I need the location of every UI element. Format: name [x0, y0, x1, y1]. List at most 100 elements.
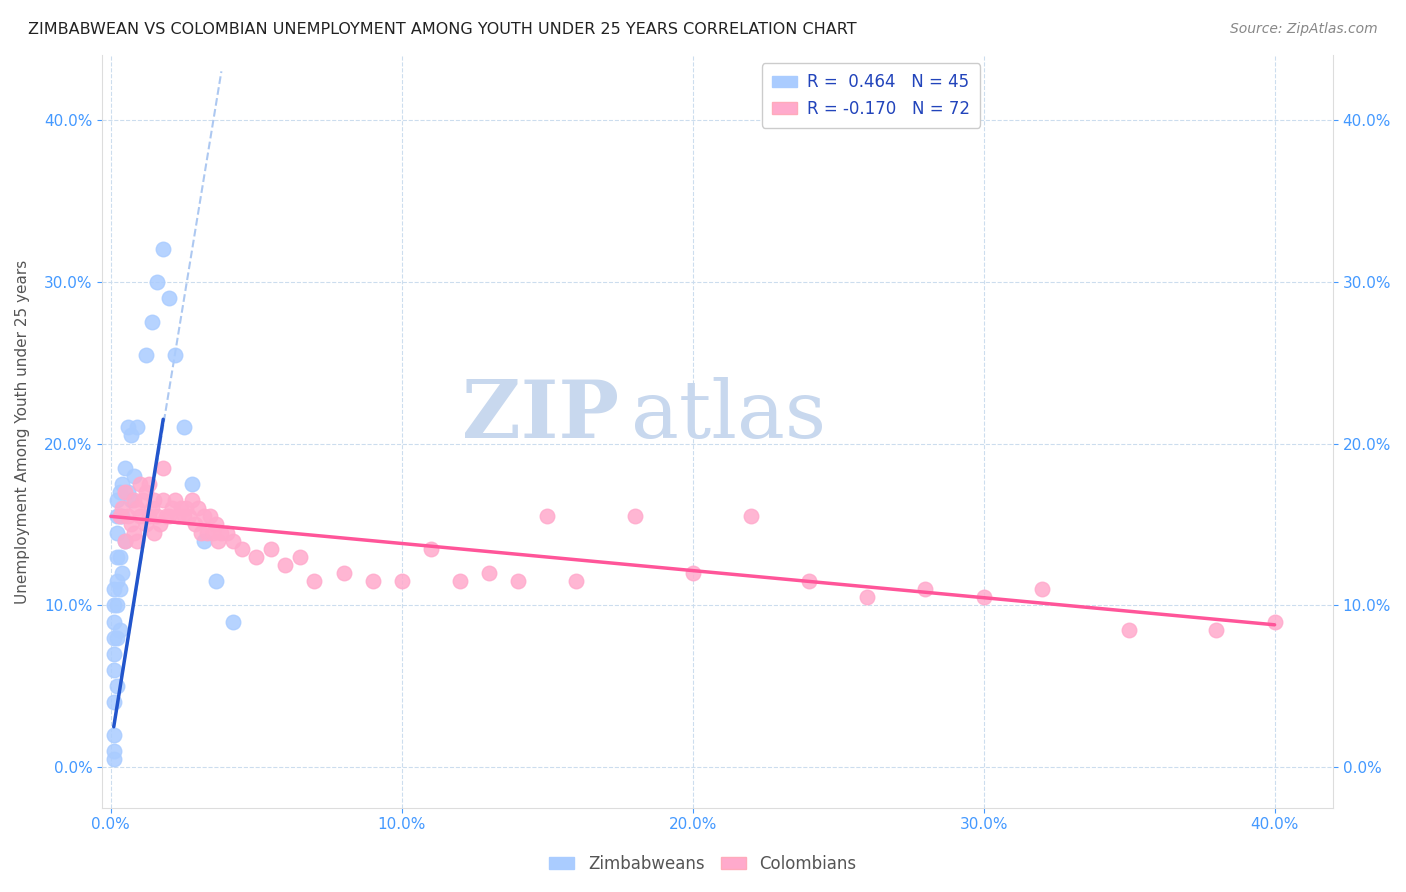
Point	[222, 615, 245, 629]
Legend: R =  0.464   N = 45, R = -0.170   N = 72: R = 0.464 N = 45, R = -0.170 N = 72	[762, 63, 980, 128]
Point	[304, 574, 326, 588]
Text: Source: ZipAtlas.com: Source: ZipAtlas.com	[1230, 22, 1378, 37]
Point	[103, 663, 125, 677]
Point	[105, 631, 128, 645]
Point	[181, 493, 204, 508]
Point	[245, 549, 267, 564]
Text: ZIP: ZIP	[463, 377, 619, 455]
Point	[108, 549, 131, 564]
Point	[740, 509, 762, 524]
Point	[103, 631, 125, 645]
Point	[103, 752, 125, 766]
Point	[231, 541, 253, 556]
Point	[478, 566, 501, 580]
Point	[155, 509, 177, 524]
Point	[108, 623, 131, 637]
Point	[108, 582, 131, 597]
Point	[1031, 582, 1053, 597]
Point	[146, 275, 169, 289]
Point	[125, 501, 148, 516]
Point	[103, 615, 125, 629]
Point	[204, 517, 226, 532]
Point	[204, 574, 226, 588]
Point	[973, 591, 995, 605]
Point	[120, 493, 142, 508]
Point	[103, 744, 125, 758]
Point	[209, 525, 232, 540]
Point	[163, 493, 186, 508]
Point	[1205, 623, 1227, 637]
Point	[361, 574, 384, 588]
Point	[129, 477, 152, 491]
Point	[141, 501, 163, 516]
Text: atlas: atlas	[631, 377, 827, 455]
Point	[105, 599, 128, 613]
Point	[222, 533, 245, 548]
Point	[179, 509, 201, 524]
Point	[169, 501, 191, 516]
Point	[103, 728, 125, 742]
Point	[187, 501, 209, 516]
Point	[108, 509, 131, 524]
Point	[508, 574, 530, 588]
Point	[143, 525, 166, 540]
Point	[682, 566, 704, 580]
Point	[129, 509, 152, 524]
Point	[332, 566, 354, 580]
Point	[108, 485, 131, 500]
Point	[288, 549, 311, 564]
Point	[117, 509, 139, 524]
Point	[105, 679, 128, 693]
Point	[120, 428, 142, 442]
Point	[419, 541, 441, 556]
Point	[111, 501, 134, 516]
Point	[105, 549, 128, 564]
Point	[1118, 623, 1140, 637]
Point	[111, 566, 134, 580]
Point	[111, 477, 134, 491]
Point	[143, 493, 166, 508]
Point	[565, 574, 588, 588]
Point	[176, 501, 198, 516]
Point	[138, 509, 160, 524]
Point	[198, 509, 221, 524]
Point	[122, 493, 145, 508]
Point	[195, 525, 218, 540]
Point	[105, 493, 128, 508]
Point	[201, 525, 224, 540]
Point	[103, 599, 125, 613]
Point	[103, 582, 125, 597]
Point	[135, 517, 157, 532]
Point	[163, 347, 186, 361]
Point	[105, 525, 128, 540]
Point	[108, 509, 131, 524]
Point	[184, 517, 207, 532]
Point	[449, 574, 471, 588]
Y-axis label: Unemployment Among Youth under 25 years: Unemployment Among Youth under 25 years	[15, 260, 30, 604]
Point	[120, 517, 142, 532]
Legend: Zimbabweans, Colombians: Zimbabweans, Colombians	[543, 848, 863, 880]
Point	[157, 509, 180, 524]
Point	[152, 460, 174, 475]
Text: ZIMBABWEAN VS COLOMBIAN UNEMPLOYMENT AMONG YOUTH UNDER 25 YEARS CORRELATION CHAR: ZIMBABWEAN VS COLOMBIAN UNEMPLOYMENT AMO…	[28, 22, 856, 37]
Point	[157, 291, 180, 305]
Point	[122, 469, 145, 483]
Point	[856, 591, 879, 605]
Point	[160, 501, 183, 516]
Point	[193, 509, 215, 524]
Point	[114, 485, 136, 500]
Point	[111, 509, 134, 524]
Point	[173, 420, 195, 434]
Point	[1264, 615, 1286, 629]
Point	[114, 533, 136, 548]
Point	[125, 420, 148, 434]
Point	[391, 574, 413, 588]
Point	[103, 647, 125, 661]
Point	[152, 243, 174, 257]
Point	[117, 420, 139, 434]
Point	[260, 541, 283, 556]
Point	[190, 525, 212, 540]
Point	[152, 493, 174, 508]
Point	[141, 315, 163, 329]
Point	[797, 574, 820, 588]
